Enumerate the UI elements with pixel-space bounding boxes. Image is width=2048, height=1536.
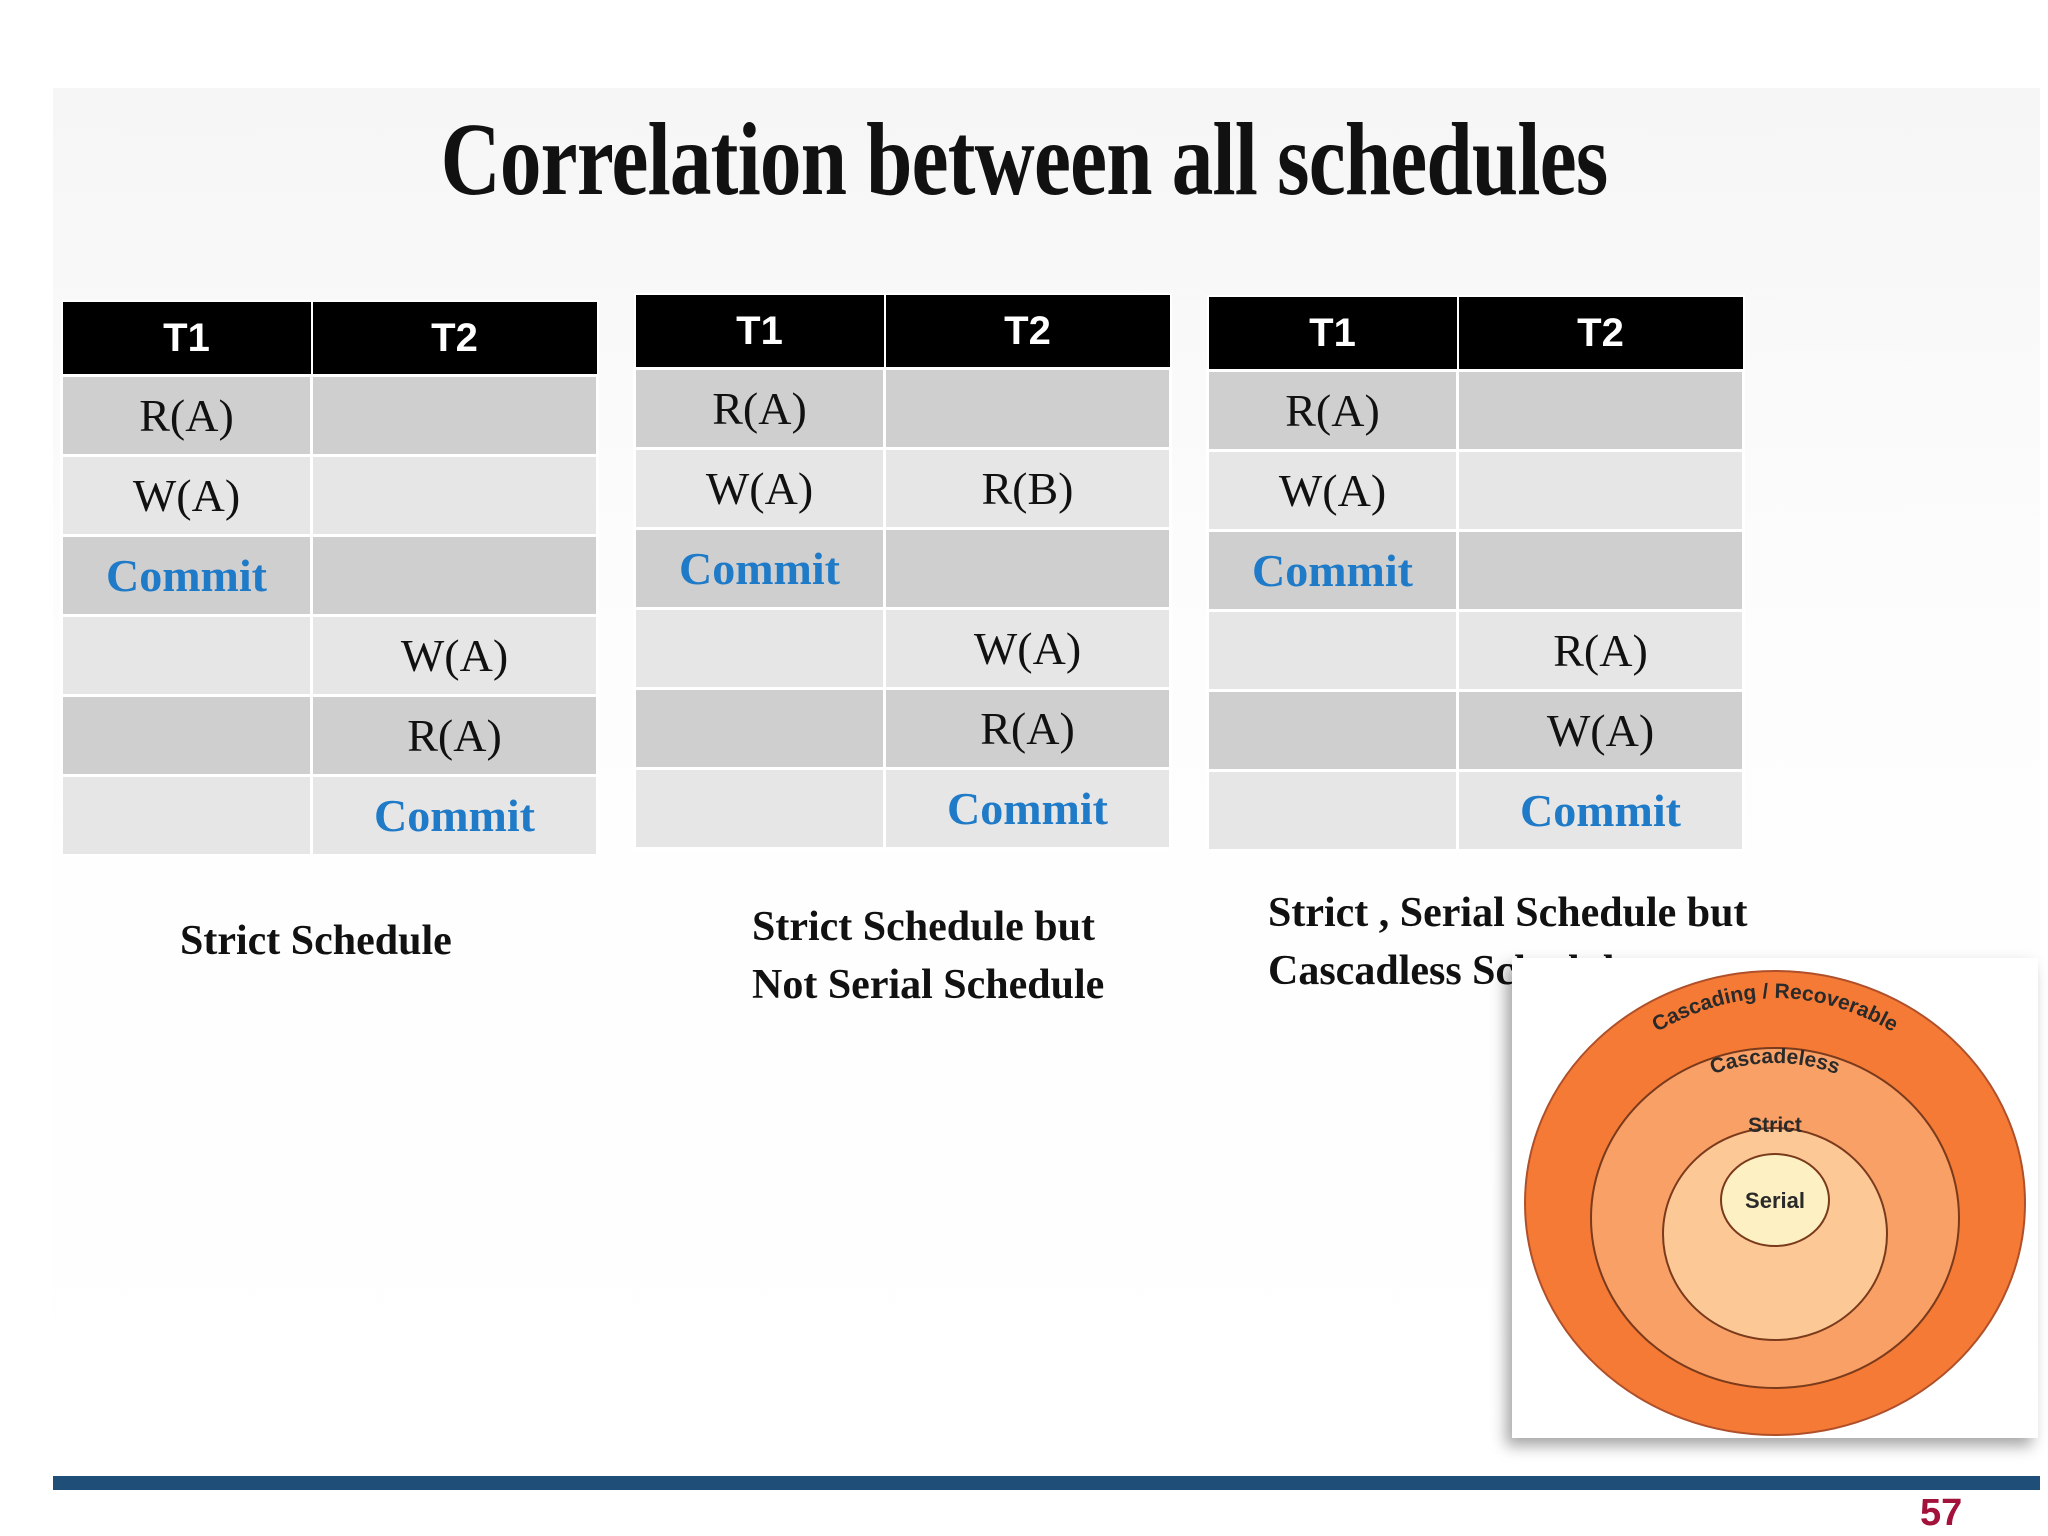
cell-t2: W(A) <box>1456 689 1745 772</box>
table-header-row: T1 T2 <box>60 300 599 377</box>
ring-label-serial: Serial <box>1745 1188 1805 1213</box>
cell-t1 <box>633 607 886 690</box>
cell-t2: W(A) <box>883 607 1172 690</box>
cell-t1-commit: Commit <box>60 534 313 617</box>
cell-t2: R(B) <box>883 447 1172 530</box>
header-t1: T1 <box>633 293 886 370</box>
cell-t2 <box>1456 529 1745 612</box>
table-row: R(A) <box>633 367 1172 450</box>
cell-t2-commit: Commit <box>310 774 599 857</box>
schedule-table-3: T1 T2 R(A) W(A) Commit R(A) W(A) Commit <box>1206 295 1745 852</box>
table-header-row: T1 T2 <box>633 293 1172 370</box>
caption-table-1: Strict Schedule <box>180 912 452 970</box>
table-row: W(A) <box>60 454 599 537</box>
ring-label-strict: Strict <box>1748 1114 1802 1137</box>
cell-t2: W(A) <box>310 614 599 697</box>
cell-t2 <box>310 374 599 457</box>
table-row: R(A) <box>1206 609 1745 692</box>
cell-t2: R(A) <box>310 694 599 777</box>
cell-t1: R(A) <box>1206 369 1459 452</box>
cell-t2 <box>310 534 599 617</box>
table-row: W(A) <box>1206 689 1745 772</box>
cell-t2 <box>1456 369 1745 452</box>
table-row: Commit <box>633 767 1172 850</box>
table-row: W(A) <box>633 607 1172 690</box>
cell-t1: W(A) <box>1206 449 1459 532</box>
cell-t1 <box>60 694 313 777</box>
nested-rings-svg: Cascading / Recoverable Cascadeless Stri… <box>1524 970 2026 1436</box>
header-t2: T2 <box>310 300 599 377</box>
table-row: W(A) <box>60 614 599 697</box>
caption-line: Strict , Serial Schedule but <box>1268 890 1748 936</box>
table-header-row: T1 T2 <box>1206 295 1745 372</box>
caption-line: Strict Schedule but <box>752 904 1096 950</box>
table-row: Commit <box>1206 529 1745 612</box>
cell-t1 <box>1206 609 1459 692</box>
cell-t2-commit: Commit <box>1456 769 1745 852</box>
cell-t1 <box>1206 769 1459 852</box>
schedule-table-1: T1 T2 R(A) W(A) Commit W(A) R(A) Commit <box>60 300 599 857</box>
footer-bar <box>53 1476 2040 1490</box>
page-number: 57 <box>1920 1492 1963 1534</box>
table-row: R(A) <box>1206 369 1745 452</box>
cell-t1 <box>60 614 313 697</box>
caption-line: Strict Schedule <box>180 918 452 964</box>
cell-t2 <box>1456 449 1745 532</box>
caption-table-2: Strict Schedule but Not Serial Schedule <box>752 898 1104 1014</box>
table-row: Commit <box>633 527 1172 610</box>
table-row: W(A) <box>1206 449 1745 532</box>
cell-t1 <box>60 774 313 857</box>
cell-t1 <box>1206 689 1459 772</box>
cell-t1-commit: Commit <box>633 527 886 610</box>
table-row: R(A) <box>60 694 599 777</box>
header-t1: T1 <box>1206 295 1459 372</box>
header-t2: T2 <box>1456 295 1745 372</box>
cell-t1: R(A) <box>633 367 886 450</box>
cell-t2 <box>310 454 599 537</box>
cell-t2 <box>883 367 1172 450</box>
schedule-hierarchy-diagram: Cascading / Recoverable Cascadeless Stri… <box>1512 958 2038 1438</box>
cell-t1-commit: Commit <box>1206 529 1459 612</box>
table-row: Commit <box>1206 769 1745 852</box>
header-t2: T2 <box>883 293 1172 370</box>
ring-serial <box>1720 1153 1830 1247</box>
table-row: W(A) R(B) <box>633 447 1172 530</box>
cell-t2: R(A) <box>883 687 1172 770</box>
table-row: R(A) <box>633 687 1172 770</box>
cell-t1: W(A) <box>60 454 313 537</box>
header-t1: T1 <box>60 300 313 377</box>
schedule-table-2: T1 T2 R(A) W(A) R(B) Commit W(A) R(A) Co… <box>633 293 1172 850</box>
table-row: Commit <box>60 534 599 617</box>
cell-t2-commit: Commit <box>883 767 1172 850</box>
caption-line: Not Serial Schedule <box>752 962 1105 1008</box>
cell-t1: R(A) <box>60 374 313 457</box>
table-row: R(A) <box>60 374 599 457</box>
cell-t1 <box>633 687 886 770</box>
slide-title: Correlation between all schedules <box>440 102 1609 217</box>
cell-t1 <box>633 767 886 850</box>
cell-t2: R(A) <box>1456 609 1745 692</box>
table-row: Commit <box>60 774 599 857</box>
cell-t2 <box>883 527 1172 610</box>
cell-t1: W(A) <box>633 447 886 530</box>
